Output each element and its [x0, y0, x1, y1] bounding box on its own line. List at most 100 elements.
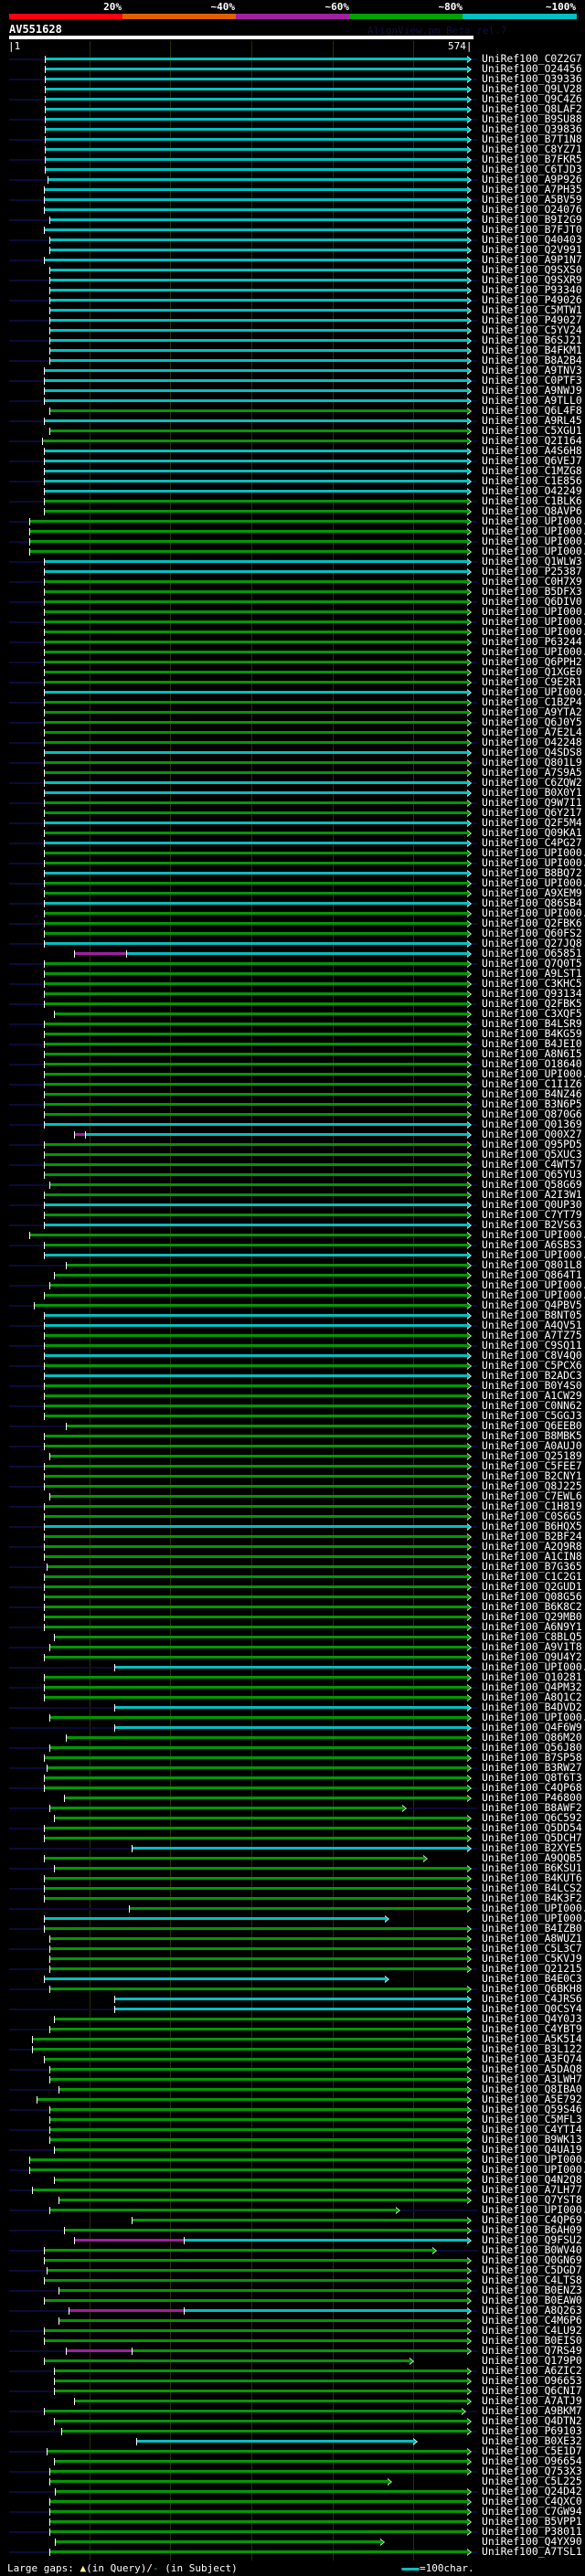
alignment-row[interactable]: UniRef100_Q801L9	[0, 757, 585, 769]
hit-bar[interactable]	[44, 1083, 467, 1086]
hit-bar[interactable]	[53, 1636, 467, 1638]
alignment-row[interactable]: UniRef100_Q7RS49	[0, 2345, 585, 2357]
hit-label[interactable]: UniRef100_B4JEI0	[482, 1037, 582, 1050]
hit-bar[interactable]	[45, 128, 467, 131]
hit-bar[interactable]	[44, 1676, 467, 1679]
hit-bar[interactable]	[44, 1626, 467, 1628]
hit-label[interactable]: UniRef100_UPI000..	[482, 2163, 585, 2176]
alignment-row[interactable]: UniRef100_B3L122	[0, 2043, 585, 2055]
hit-label[interactable]: UniRef100_C5PCX6	[482, 1359, 582, 1372]
hit-bar[interactable]	[44, 2339, 467, 2342]
alignment-row[interactable]: UniRef100_B9SU88	[0, 113, 585, 125]
alignment-row[interactable]: UniRef100_B0XE32	[0, 2435, 585, 2447]
hit-bar[interactable]	[44, 982, 467, 985]
alignment-row[interactable]: UniRef100_A8Q1C2	[0, 1691, 585, 1703]
alignment-row[interactable]: UniRef100_P69103	[0, 2425, 585, 2437]
alignment-row[interactable]: UniRef100_Q5XUC3	[0, 1149, 585, 1161]
alignment-row[interactable]: UniRef100_A9P1N7	[0, 254, 585, 266]
hit-label[interactable]: UniRef100_B2VS63	[482, 1218, 582, 1231]
alignment-row[interactable]: UniRef100_C6ZQW2	[0, 777, 585, 789]
alignment-row[interactable]: UniRef100_Q4PBV5	[0, 1299, 585, 1311]
hit-label[interactable]: UniRef100_UPI000..	[482, 625, 585, 638]
hit-bar[interactable]	[44, 188, 467, 191]
hit-bar[interactable]	[44, 2359, 410, 2362]
alignment-row[interactable]: UniRef100_P25387	[0, 566, 585, 578]
hit-label[interactable]: UniRef100_UPI000..	[482, 645, 585, 658]
hit-bar[interactable]	[49, 2138, 467, 2141]
alignment-row[interactable]: UniRef100_Q8J225	[0, 1480, 585, 1492]
hit-bar[interactable]	[44, 811, 467, 814]
hit-bar[interactable]	[45, 78, 467, 80]
hit-bar[interactable]	[44, 1827, 467, 1829]
hit-bar[interactable]	[44, 1505, 467, 1508]
alignment-row[interactable]: UniRef100_A2I3W1	[0, 1189, 585, 1201]
hit-label[interactable]: UniRef100_Q60FS2	[482, 927, 582, 939]
hit-label[interactable]: UniRef100_Q86SB4	[482, 896, 582, 909]
hit-bar[interactable]	[44, 842, 467, 844]
hit-bar[interactable]	[114, 2008, 467, 2010]
alignment-row[interactable]: UniRef100_B2VS63	[0, 1218, 585, 1231]
hit-label[interactable]: UniRef100_A5K5I4	[482, 2032, 582, 2045]
hit-label[interactable]: UniRef100_Q4SDS8	[482, 746, 582, 758]
hit-bar[interactable]	[66, 1264, 467, 1267]
alignment-row[interactable]: UniRef100_P38011	[0, 2526, 585, 2538]
hit-bar[interactable]	[44, 1103, 467, 1106]
hit-bar[interactable]	[49, 1957, 467, 1960]
hit-label[interactable]: UniRef100_UPI000..	[482, 1711, 585, 1723]
hit-label[interactable]: UniRef100_UPI000..	[482, 1248, 585, 1261]
hit-label[interactable]: UniRef100_UPI000..	[482, 1902, 585, 1914]
alignment-row[interactable]: UniRef100_Q179P0	[0, 2355, 585, 2367]
hit-bar[interactable]	[44, 1857, 424, 1860]
hit-label[interactable]: UniRef100_Q00X27	[482, 1128, 582, 1140]
hit-label[interactable]: UniRef100_Q870G6	[482, 1108, 582, 1120]
alignment-row[interactable]: UniRef100_O42248	[0, 737, 585, 748]
hit-bar[interactable]	[49, 289, 467, 292]
hit-bar[interactable]	[49, 299, 467, 302]
hit-label[interactable]: UniRef100_O42249	[482, 484, 582, 497]
alignment-row[interactable]: UniRef100_O24456	[0, 62, 585, 75]
hit-bar[interactable]	[44, 1023, 467, 1025]
alignment-row[interactable]: UniRef100_B4FKM1	[0, 345, 585, 356]
alignment-row[interactable]: UniRef100_C1BLK6	[0, 495, 585, 507]
hit-bar[interactable]	[44, 1897, 467, 1900]
alignment-row[interactable]: UniRef100_UPI000..	[0, 1289, 585, 1301]
alignment-row[interactable]: UniRef100_B6AH09	[0, 2224, 585, 2236]
hit-bar[interactable]	[136, 2440, 413, 2443]
alignment-row[interactable]: UniRef100_B4DVD2	[0, 1701, 585, 1713]
hit-label[interactable]: UniRef100_C6TJD3	[482, 163, 582, 175]
alignment-row[interactable]: UniRef100_B4K3F2	[0, 1892, 585, 1904]
hit-label[interactable]: UniRef100_Q6VEJ7	[482, 454, 582, 467]
hit-label[interactable]: UniRef100_C1MZG8	[482, 464, 582, 477]
hit-label[interactable]: UniRef100_Q8AVP6	[482, 504, 582, 517]
hit-bar[interactable]	[44, 1163, 467, 1166]
alignment-row[interactable]: UniRef100_Q0CSY4	[0, 2003, 585, 2015]
alignment-row[interactable]: UniRef100_B3RW27	[0, 1762, 585, 1774]
hit-bar[interactable]	[129, 1907, 467, 1910]
hit-label[interactable]: UniRef100_B8MBK5	[482, 1429, 582, 1442]
hit-label[interactable]: UniRef100_Q86M20	[482, 1731, 582, 1744]
alignment-row[interactable]: UniRef100_UPI000..	[0, 1711, 585, 1723]
hit-bar[interactable]	[44, 1606, 467, 1608]
alignment-row[interactable]: UniRef100_C3XQF5	[0, 1008, 585, 1020]
hit-bar[interactable]	[53, 1817, 467, 1819]
alignment-row[interactable]: UniRef100_B8AWF2	[0, 1802, 585, 1814]
hit-bar[interactable]	[44, 1776, 467, 1779]
hit-bar[interactable]	[49, 1967, 467, 1970]
hit-label[interactable]: UniRef100_C8V4Q0	[482, 1349, 582, 1362]
alignment-row[interactable]: UniRef100_O24076	[0, 204, 585, 216]
hit-label[interactable]: UniRef100_C0H7X9	[482, 575, 582, 588]
hit-label[interactable]: UniRef100_B4LSR9	[482, 1017, 582, 1030]
alignment-row[interactable]: UniRef100_A5K5I4	[0, 2032, 585, 2045]
hit-bar[interactable]	[46, 2269, 467, 2272]
alignment-row[interactable]: UniRef100_A9RL45	[0, 415, 585, 427]
hit-bar[interactable]	[44, 379, 467, 382]
hit-label[interactable]: UniRef100_C4QP69	[482, 2213, 582, 2226]
hit-label[interactable]: UniRef100_C4YBT9	[482, 2022, 582, 2035]
hit-bar[interactable]	[60, 2430, 467, 2433]
hit-label[interactable]: UniRef100_A8N6I5	[482, 1047, 582, 1060]
hit-bar[interactable]	[44, 369, 467, 372]
hit-bar[interactable]	[44, 1043, 467, 1045]
alignment-row[interactable]: UniRef100_UPI000..	[0, 2163, 585, 2176]
alignment-row[interactable]: UniRef100_O65851	[0, 948, 585, 959]
hit-label[interactable]: UniRef100_O24456	[482, 62, 582, 75]
